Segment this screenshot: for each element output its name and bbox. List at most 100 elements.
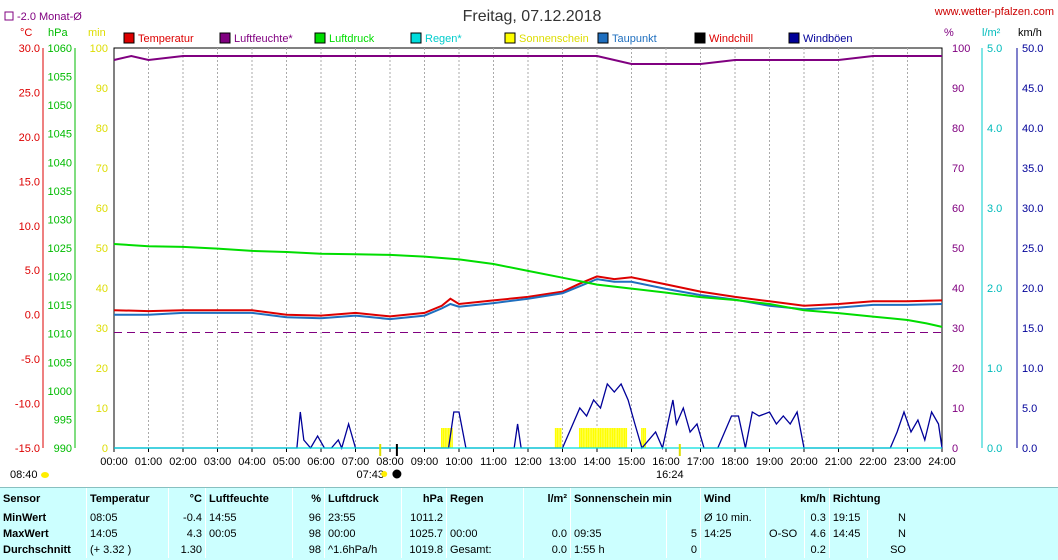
x-tick-label: 01:00: [135, 456, 163, 468]
legend-label: Sonnenschein: [519, 33, 589, 45]
hum-time: [205, 542, 293, 558]
dir-time: 14:45: [829, 526, 869, 542]
legend-label: Regen*: [425, 33, 462, 45]
wind-dir: [765, 542, 806, 558]
temp-axis-label: 25.0: [19, 87, 40, 99]
pressure-axis-label: 1010: [48, 329, 72, 341]
hum-value: 96: [292, 510, 325, 526]
sun-axis-label: 0: [102, 443, 108, 455]
sun-axis-label: 70: [96, 163, 108, 175]
pressure-axis-label: 1035: [48, 186, 72, 198]
rain-axis-label: 2.0: [987, 283, 1002, 295]
wind-axis-label: 50.0: [1022, 43, 1043, 55]
press-time: 00:00: [324, 526, 402, 542]
pressure-axis-label: 1055: [48, 72, 72, 84]
row-label: MaxWert: [0, 526, 87, 542]
temp-time: (+ 3.32 ): [86, 542, 169, 558]
pressure-axis-label: 1000: [48, 386, 72, 398]
wind-value: 0.2: [804, 542, 830, 558]
pressure-axis-label: 995: [54, 414, 72, 426]
dir-value: N: [898, 528, 906, 540]
x-tick-label: 22:00: [859, 456, 887, 468]
humidity-axis-label: 100: [952, 43, 970, 55]
x-tick-label: 07:00: [342, 456, 370, 468]
x-tick-label: 12:00: [514, 456, 542, 468]
sun-value: 5: [666, 526, 702, 542]
sun-axis-label: 30: [96, 323, 108, 335]
temp-axis-label: 10.0: [19, 221, 40, 233]
rain-value: 0.0: [523, 542, 571, 558]
wind-axis-label: 15.0: [1022, 323, 1043, 335]
hum-value: 98: [292, 542, 325, 558]
sun-value: 0: [666, 542, 702, 558]
wind-time: 14:25: [700, 526, 767, 542]
rain-value: 0.0: [523, 526, 571, 542]
rain-axis-label: 1.0: [987, 363, 1002, 375]
rain-axis-label: 4.0: [987, 123, 1002, 135]
temp-axis-label: 5.0: [25, 265, 40, 277]
x-tick-label: 05:00: [273, 456, 301, 468]
sun-time: [570, 510, 668, 526]
monthly-avg-label: -2.0 Monat-Ø: [17, 11, 82, 23]
rain-unit-label: l/m²: [982, 27, 1001, 39]
legend-swatch: [219, 32, 231, 44]
series-line-humidity: [113, 54, 942, 65]
weather-chart: 00:00 01:00 02:00 03:00 04:00 05:00 06:00 07:00…: [4, 6, 1054, 481]
temp-value: -0.4: [168, 510, 206, 526]
rain-time: [446, 510, 524, 526]
wind-header: Wind: [700, 488, 767, 510]
press-time: ^1.6hPa/h: [324, 542, 402, 558]
sun-time: 09:35: [570, 526, 668, 542]
temp-unit-label: °C: [20, 27, 32, 39]
x-tick-label: 02:00: [169, 456, 197, 468]
wind-time: Ø 10 min.: [700, 510, 767, 526]
rain-axis-label: 3.0: [987, 203, 1002, 215]
legend-swatch: [694, 32, 706, 44]
humidity-axis-label: 50: [952, 243, 964, 255]
temp-time: 08:05: [86, 510, 169, 526]
x-tick-label: 16:00: [652, 456, 680, 468]
x-tick-label: 14:00: [583, 456, 611, 468]
temp-axis-label: 0.0: [25, 310, 40, 322]
sun-axis-label: 50: [96, 243, 108, 255]
wind-time: [700, 542, 767, 558]
x-tick-label: 18:00: [721, 456, 749, 468]
wind-axis-label: 30.0: [1022, 203, 1043, 215]
pressure-axis-label: 1040: [48, 157, 72, 169]
sun-axis-label: 20: [96, 363, 108, 375]
humidity-axis-label: 10: [952, 403, 964, 415]
row-label: Durchschnitt: [0, 542, 87, 558]
humidity-axis-label: 70: [952, 163, 964, 175]
wind-axis-label: 45.0: [1022, 83, 1043, 95]
legend-swatch: [123, 32, 135, 44]
pressure-axis-label: 1015: [48, 300, 72, 312]
sun-unit-label: min: [88, 27, 106, 39]
hum-value: 98: [292, 526, 325, 542]
pressure-unit-label: hPa: [48, 27, 68, 39]
temp-axis-label: -15.0: [15, 443, 40, 455]
wind-axis-label: 10.0: [1022, 363, 1043, 375]
temp-value: 1.30: [168, 542, 206, 558]
current-time-sun-icon: [41, 472, 49, 478]
pressure-axis-label: 1030: [48, 214, 72, 226]
wind-axis-label: 35.0: [1022, 163, 1043, 175]
rain-header: Regen: [446, 488, 524, 510]
moon-icon: [392, 469, 402, 479]
press-time: 23:55: [324, 510, 402, 526]
series-line-temperature: [113, 275, 943, 318]
pressure-axis-label: 1060: [48, 43, 72, 55]
wind-axis-label: 5.0: [1022, 403, 1037, 415]
wind-unit: km/h: [765, 488, 830, 510]
sun-time: 1:55 h: [570, 542, 668, 558]
dir-time: [829, 542, 869, 558]
temp-axis-label: 30.0: [19, 43, 40, 55]
x-tick-label: 11:00: [480, 456, 507, 468]
x-tick-label: 03:00: [204, 456, 232, 468]
hum-unit: %: [292, 488, 325, 510]
temp-axis-label: 20.0: [19, 132, 40, 144]
legend-swatch: [410, 32, 422, 44]
humidity-axis-label: 90: [952, 83, 964, 95]
wind-axis-label: 0.0: [1022, 443, 1037, 455]
press-value: 1019.8: [401, 542, 447, 558]
sun-axis-label: 10: [96, 403, 108, 415]
